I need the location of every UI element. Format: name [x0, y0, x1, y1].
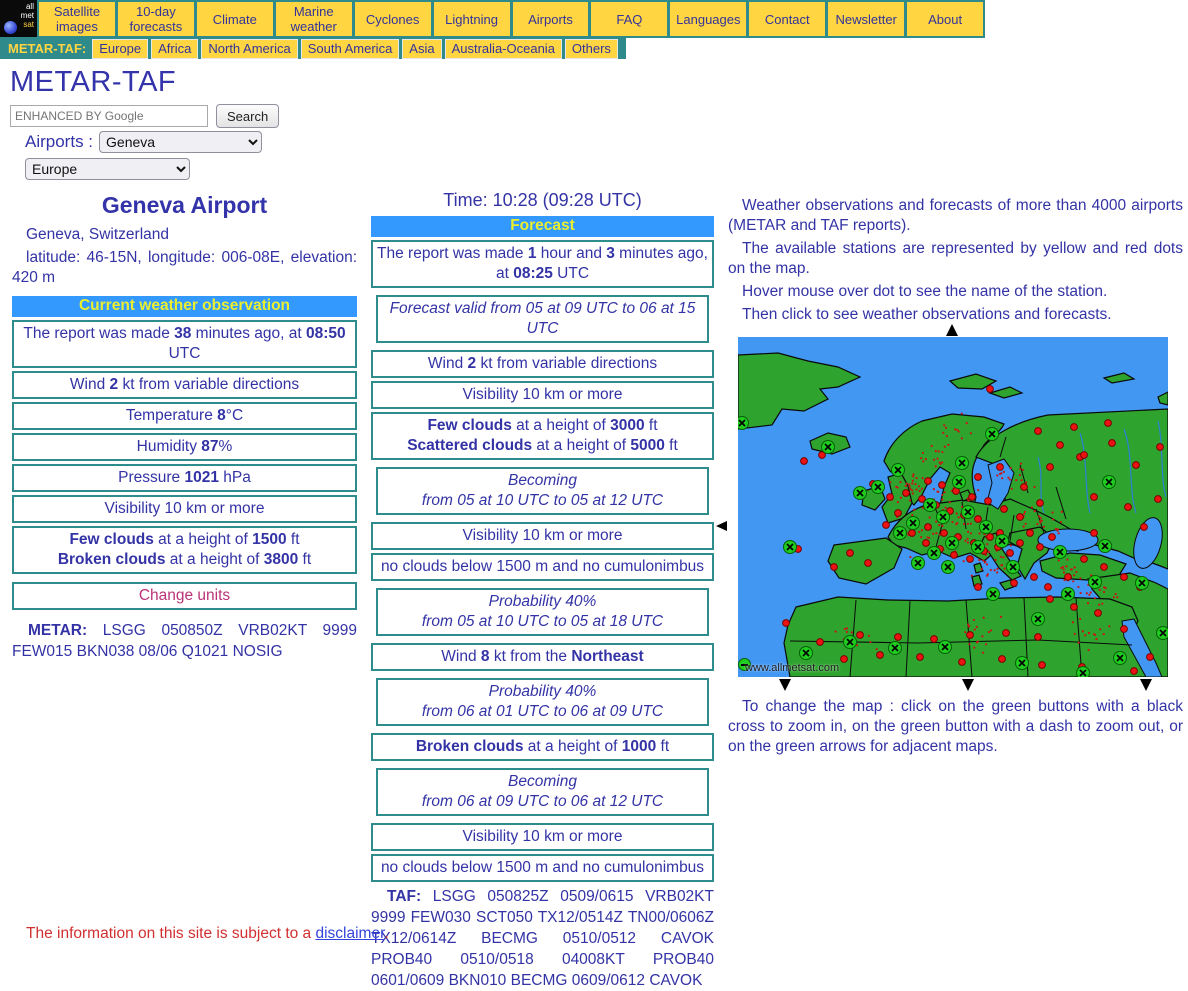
region-tab[interactable]: North America: [201, 38, 298, 59]
map-zoom-in-buttons: [738, 416, 1168, 677]
observation-rows: The report was made 38 minutes ago, at 0…: [12, 320, 357, 574]
change-units-box: Change units: [12, 582, 357, 610]
help-paragraph: The available stations are represented b…: [728, 240, 1183, 277]
forecast-row: Probability 40% from 05 at 10 UTC to 05 a…: [376, 588, 709, 636]
search-input[interactable]: [10, 105, 208, 127]
page-title: METAR-TAF: [10, 66, 177, 98]
region-tab[interactable]: Asia: [402, 38, 442, 59]
satellite-globe-icon: [4, 21, 17, 34]
logo-line: met: [20, 11, 34, 20]
forecast-column: Time: 10:28 (09:28 UTC) Forecast The rep…: [371, 190, 714, 991]
region-tabs: Europe Africa North America South America As…: [92, 38, 618, 59]
nav-tab[interactable]: Lightning: [433, 2, 510, 36]
nav-tab[interactable]: About: [907, 2, 984, 36]
map-arrow-left[interactable]: [716, 521, 727, 531]
airport-selector-row: Airports : Geneva: [25, 131, 263, 153]
nav-tab[interactable]: Climate: [196, 2, 273, 36]
change-units-link[interactable]: Change units: [138, 587, 231, 604]
nav-tab[interactable]: Newsletter: [828, 2, 905, 36]
forecast-row: Visibility 10 km or more: [371, 522, 714, 550]
time-line: Time: 10:28 (09:28 UTC): [443, 190, 642, 210]
forecast-header: Forecast: [371, 216, 714, 237]
forecast-row: Few clouds at a height of 3000 ft Scatter…: [371, 412, 714, 460]
observation-row: Pressure 1021 hPa: [12, 464, 357, 492]
forecast-row: Becoming from 05 at 10 UTC to 05 at 12 UT…: [376, 467, 709, 515]
forecast-row: The report was made 1 hour and 3 minutes…: [371, 240, 714, 288]
zoom-out-button[interactable]: [738, 658, 751, 671]
forecast-row: Becoming from 06 at 09 UTC to 06 at 12 UT…: [376, 768, 709, 816]
observation-row: Humidity 87%: [12, 433, 357, 461]
region-tab[interactable]: South America: [300, 38, 400, 59]
station-name: Geneva Airport: [101, 192, 268, 218]
footer-text: .: [384, 925, 389, 942]
region-tab[interactable]: Africa: [151, 38, 199, 59]
top-nav-tabs: Satellite images 10-day forecasts Climate M…: [37, 0, 985, 38]
map-arrow-down[interactable]: [962, 679, 974, 691]
station-dots: [782, 385, 1164, 675]
forecast-row: Probability 40% from 06 at 01 UTC to 06 a…: [376, 678, 709, 726]
station-location: Geneva, Switzerland: [26, 226, 170, 243]
nav-tab[interactable]: Languages: [670, 2, 747, 36]
help-paragraph: Then click to see weather observations a…: [742, 306, 1112, 323]
station-coordinates: latitude: 46-15N, longitude: 006-08E, el…: [12, 249, 357, 286]
nav-tab[interactable]: Airports: [512, 2, 589, 36]
footer-disclaimer: The information on this site is subject …: [12, 925, 389, 943]
help-paragraph: Hover mouse over dot to see the name of …: [742, 283, 1108, 300]
forecast-rows: The report was made 1 hour and 3 minutes…: [371, 240, 714, 882]
nav-tab[interactable]: Contact: [749, 2, 826, 36]
footer-text: The information on this site is subject …: [26, 925, 316, 942]
metar-taf-region-bar: METAR-TAF: Europe Africa North America Sout…: [0, 38, 626, 59]
nav-tab[interactable]: 10-day forecasts: [117, 2, 194, 36]
map-watermark: www.allmetsat.com: [745, 662, 840, 674]
map-instruction: To change the map : click on the green b…: [728, 698, 1183, 755]
region-tab[interactable]: Europe: [92, 38, 149, 59]
forecast-row: Wind 8 kt from the Northeast: [371, 643, 714, 671]
observation-row: Visibility 10 km or more: [12, 495, 357, 523]
map-arrow-down[interactable]: [1140, 679, 1152, 691]
observation-row: Temperature 8°C: [12, 402, 357, 430]
observation-column: Geneva Airport Geneva, Switzerland latit…: [12, 192, 357, 662]
region-selector-row: Europe: [25, 158, 190, 180]
logo-line: sat: [23, 20, 34, 29]
nav-tab[interactable]: Marine weather: [275, 2, 352, 36]
forecast-row: Visibility 10 km or more: [371, 381, 714, 409]
metar-taf-label: METAR-TAF:: [8, 41, 87, 56]
europe-map-graphic[interactable]: [738, 337, 1168, 677]
forecast-row: Wind 2 kt from variable directions: [371, 350, 714, 378]
top-nav-bar: all met sat Satellite images 10-day forec…: [0, 0, 985, 38]
forecast-row: Forecast valid from 05 at 09 UTC to 06 a…: [376, 295, 709, 343]
forecast-row: Broken clouds at a height of 1000 ft: [371, 733, 714, 761]
taf-code: TAF: LSGG 050825Z 0509/0615 VRB02KT 9999…: [371, 888, 714, 989]
search-button[interactable]: Search: [216, 104, 280, 128]
forecast-row: no clouds below 1500 m and no cumulonimb…: [371, 553, 714, 581]
airports-label: Airports :: [25, 132, 94, 151]
region-tab[interactable]: Others: [564, 38, 618, 59]
forecast-row: Visibility 10 km or more: [371, 823, 714, 851]
observation-header: Current weather observation: [12, 296, 357, 317]
map-arrow-down[interactable]: [779, 679, 791, 691]
help-paragraph: Weather observations and forecasts of mo…: [728, 197, 1183, 234]
observation-row: Few clouds at a height of 1500 ft Broken …: [12, 526, 357, 574]
observation-row: The report was made 38 minutes ago, at 0…: [12, 320, 357, 368]
region-tab[interactable]: Australia-Oceania: [444, 38, 562, 59]
metar-code: METAR: LSGG 050850Z VRB02KT 9999 FEW015 …: [12, 622, 357, 660]
nav-tab[interactable]: Cyclones: [354, 2, 431, 36]
nav-tab[interactable]: Satellite images: [39, 2, 115, 36]
forecast-row: no clouds below 1500 m and no cumulonimb…: [371, 854, 714, 882]
map-help-column: Weather observations and forecasts of mo…: [728, 196, 1183, 328]
observation-row: Wind 2 kt from variable directions: [12, 371, 357, 399]
europe-stations-map[interactable]: www.allmetsat.com: [738, 337, 1168, 677]
disclaimer-link[interactable]: disclaimer: [315, 925, 385, 942]
allmetsat-logo[interactable]: all met sat: [0, 0, 37, 37]
region-select[interactable]: Europe: [25, 158, 190, 180]
map-arrow-up[interactable]: [946, 324, 958, 336]
airport-select[interactable]: Geneva: [99, 131, 263, 153]
logo-line: all: [25, 2, 34, 11]
nav-tab[interactable]: FAQ: [591, 2, 668, 36]
search-row: Search: [10, 104, 280, 128]
